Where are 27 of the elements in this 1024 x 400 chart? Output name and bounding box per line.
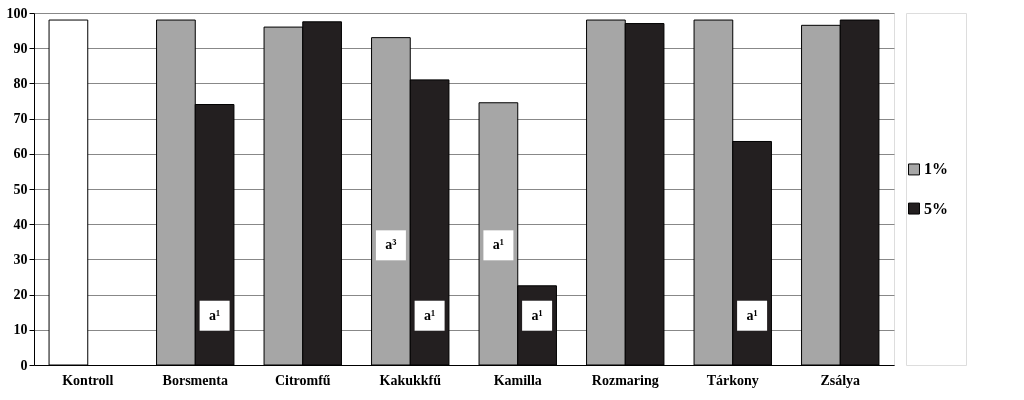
x-tick-label: Zsálya: [820, 372, 861, 388]
x-tick-label: Kontroll: [62, 372, 114, 388]
data-label: a¹: [209, 307, 221, 323]
y-tick-label: 70: [13, 111, 28, 127]
y-tick-label: 80: [13, 75, 28, 91]
x-tick-label: Kakukkfű: [379, 372, 442, 388]
y-tick-label: 90: [13, 40, 28, 56]
legend-label: 1%: [924, 160, 948, 178]
data-label: a³: [385, 237, 397, 253]
y-tick-label: 40: [13, 216, 28, 232]
y-tick-label: 20: [13, 287, 28, 303]
data-label: a¹: [424, 307, 436, 323]
y-tick-label: 60: [13, 146, 28, 162]
y-tick-label: 10: [13, 322, 28, 338]
y-tick-label: 100: [6, 5, 28, 21]
x-tick-label: Borsmenta: [162, 372, 228, 388]
x-tick-label: Kamilla: [493, 372, 542, 388]
data-label: a¹: [492, 237, 504, 253]
x-tick-label: Rozmaring: [591, 372, 659, 388]
x-tick-label: Citromfű: [274, 372, 331, 388]
data-label: a¹: [531, 307, 543, 323]
data-label: a¹: [746, 307, 758, 323]
y-tick-label: 30: [13, 251, 28, 267]
y-tick-label: 50: [13, 181, 28, 197]
y-tick-label: 0: [20, 357, 28, 373]
legend-label: 5%: [924, 199, 948, 217]
x-tick-label: Tárkony: [706, 372, 759, 388]
